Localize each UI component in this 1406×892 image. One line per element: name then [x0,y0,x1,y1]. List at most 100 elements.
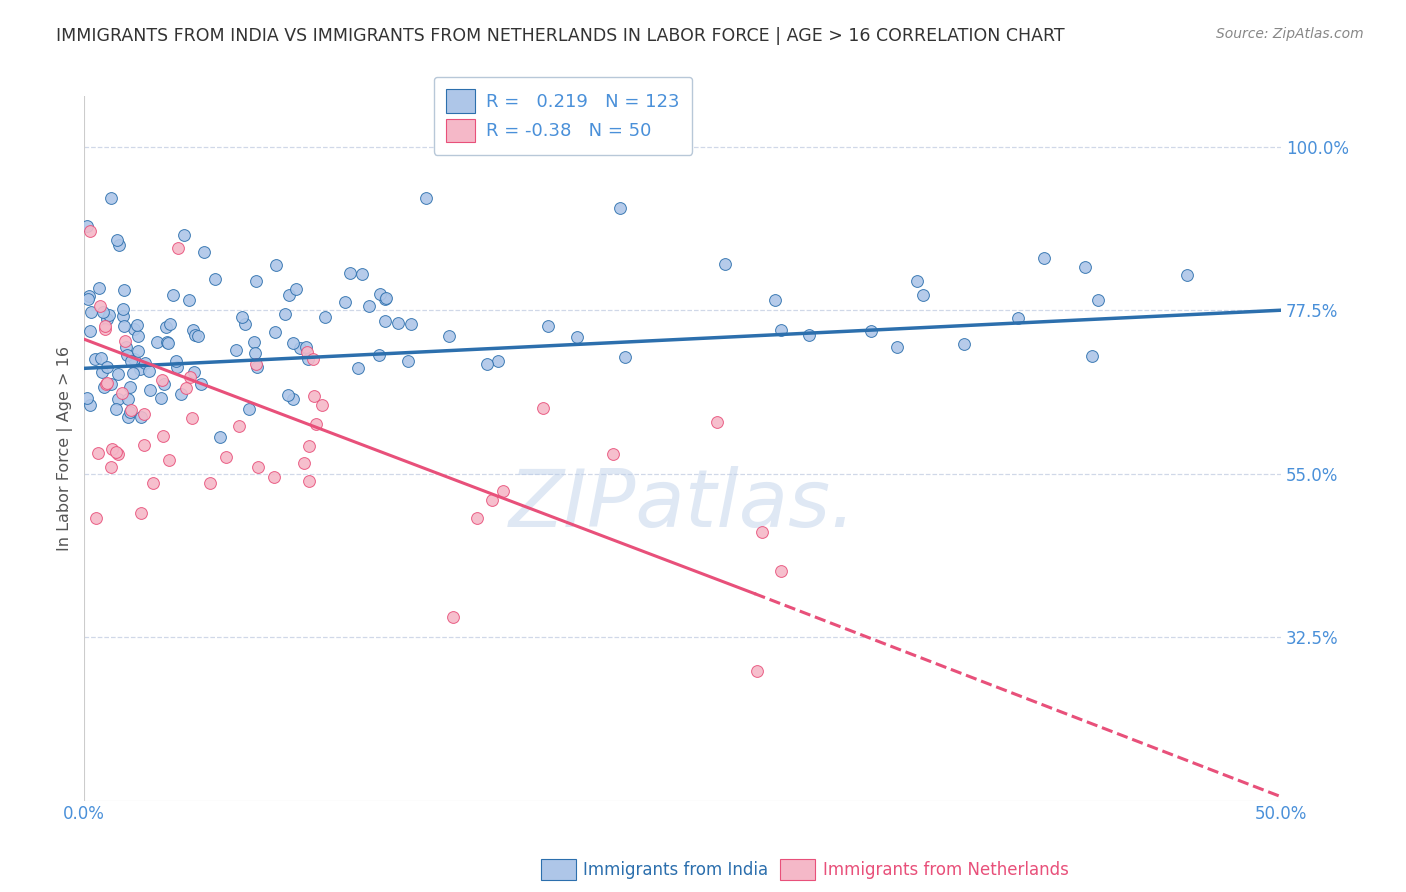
Point [100,377,122,392]
Text: ZIPatlas.: ZIPatlas. [509,466,856,543]
Point [399,317,422,331]
Point [531,401,554,415]
Point [274,307,297,321]
Point [138,364,160,378]
Point [266,258,288,272]
Point [183,365,205,379]
Point [208,430,231,444]
Point [79,398,101,412]
Point [297,352,319,367]
Point [481,493,503,508]
Point [83,352,105,367]
Text: IMMIGRANTS FROM INDIA VS IMMIGRANTS FROM NETHERLANDS IN LABOR FORCE | AGE > 16 C: IMMIGRANTS FROM INDIA VS IMMIGRANTS FROM… [56,27,1064,45]
Point [277,388,299,402]
Point [100,191,122,205]
Point [120,403,142,417]
Point [94,376,117,391]
Point [87,281,110,295]
Point [1032,251,1054,265]
Point [174,381,197,395]
Point [609,201,631,215]
Point [105,233,128,247]
Point [127,344,149,359]
Point [797,328,820,343]
Point [298,439,321,453]
Point [173,227,195,242]
Point [79,324,101,338]
Point [94,322,117,336]
Point [886,340,908,354]
Point [181,323,204,337]
Point [122,351,145,366]
Point [225,343,247,358]
Point [187,329,209,343]
Point [120,354,142,368]
Point [107,238,129,252]
Point [181,411,204,425]
Point [114,334,136,348]
Point [437,329,460,343]
Point [602,447,624,461]
Point [111,302,134,317]
Point [905,274,928,288]
Point [100,459,122,474]
Point [159,317,181,331]
Point [117,410,139,425]
Point [352,267,374,281]
Point [537,318,560,333]
Point [157,453,180,467]
Point [90,351,112,365]
Point [204,272,226,286]
Point [281,335,304,350]
Point [492,484,515,499]
Point [953,336,976,351]
Point [288,342,311,356]
Point [368,287,391,301]
Point [295,340,318,354]
Point [314,310,336,324]
Point [284,282,307,296]
Point [107,392,129,406]
Point [302,352,325,367]
Point [139,383,162,397]
Point [763,293,786,308]
Point [122,322,145,336]
Point [264,325,287,339]
Point [142,476,165,491]
Point [94,318,117,333]
Point [769,564,792,578]
Point [97,308,120,322]
Point [120,405,142,419]
Point [375,291,398,305]
Point [89,299,111,313]
Point [305,417,328,431]
Point [111,386,134,401]
Point [76,392,98,406]
Point [80,305,103,319]
Point [374,292,396,306]
Point [238,401,260,416]
Text: Source: ZipAtlas.com: Source: ZipAtlas.com [1216,27,1364,41]
Point [367,348,389,362]
Point [179,369,201,384]
Point [107,447,129,461]
Point [156,335,179,350]
Point [859,324,882,338]
Point [179,293,201,307]
Point [751,525,773,540]
Point [443,610,465,624]
Point [770,322,793,336]
Point [76,219,98,233]
Point [152,429,174,443]
Point [86,446,108,460]
Point [263,470,285,484]
Point [246,460,269,475]
Point [132,438,155,452]
Point [231,310,253,325]
Point [155,320,177,334]
Point [117,349,139,363]
Point [292,456,315,470]
Point [134,356,156,370]
Point [297,345,319,359]
Point [228,419,250,434]
